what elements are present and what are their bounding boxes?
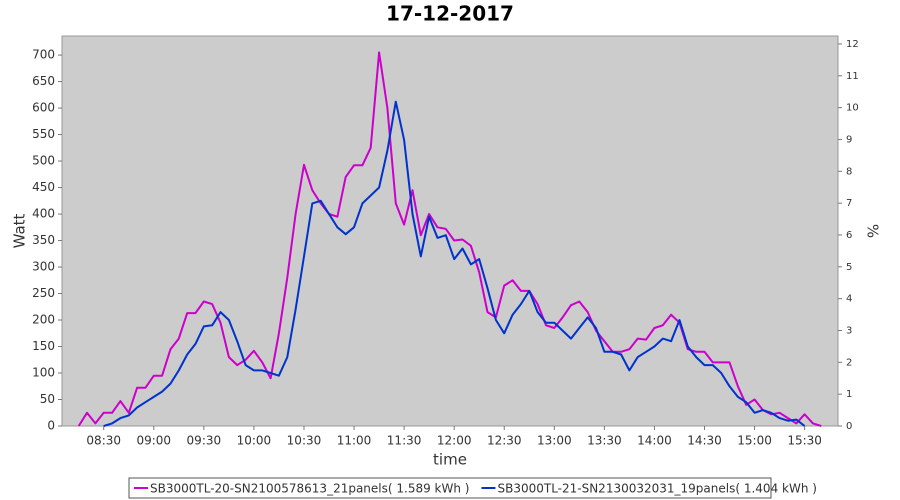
chart-title: 17-12-2017: [386, 2, 514, 26]
legend: [128, 477, 772, 499]
x-tick-label: 11:00: [337, 434, 372, 448]
y-tick-label: 150: [32, 339, 55, 353]
y-tick-label: 350: [32, 233, 55, 247]
y2-tick-label: 8: [846, 166, 852, 177]
x-tick-label: 13:00: [537, 434, 572, 448]
y-tick-label: 0: [47, 419, 55, 433]
y-tick-label: 50: [40, 392, 55, 406]
y2-tick-label: 11: [846, 71, 859, 82]
legend-label: SB3000TL-20-SN2100578613_21panels( 1.589…: [150, 482, 469, 496]
legend-label: SB3000TL-21-SN2130032031_19panels( 1.404…: [497, 482, 816, 496]
y2-tick-label: 0: [846, 421, 852, 432]
y-tick-label: 700: [32, 48, 55, 62]
y-tick-label: 550: [32, 127, 55, 141]
x-tick-label: 12:00: [437, 434, 472, 448]
y-tick-label: 500: [32, 154, 55, 168]
x-tick-label: 15:30: [787, 434, 822, 448]
x-tick-label: 15:00: [737, 434, 772, 448]
y-tick-label: 450: [32, 180, 55, 194]
x-tick-label: 14:30: [687, 434, 722, 448]
y2-tick-label: 2: [846, 357, 852, 368]
y2-axis-label: %: [864, 224, 882, 238]
x-tick-label: 13:30: [587, 434, 622, 448]
y2-tick-label: 5: [846, 262, 852, 273]
x-tick-label: 10:30: [287, 434, 322, 448]
y-tick-label: 600: [32, 101, 55, 115]
y2-tick-label: 4: [846, 294, 852, 305]
series-line: [77, 51, 822, 427]
x-tick-label: 10:00: [237, 434, 272, 448]
x-tick-label: 12:30: [487, 434, 522, 448]
y-tick-label: 200: [32, 313, 55, 327]
y-tick-label: 250: [32, 286, 55, 300]
x-tick-label: 09:00: [136, 434, 171, 448]
y-tick-label: 650: [32, 74, 55, 88]
y2-tick-label: 10: [846, 103, 859, 114]
y-axis-label: Watt: [11, 213, 29, 248]
x-tick-label: 09:30: [187, 434, 222, 448]
x-tick-label: 14:00: [637, 434, 672, 448]
y-tick-label: 300: [32, 260, 55, 274]
x-axis-label: time: [433, 451, 467, 469]
y2-tick-label: 12: [846, 39, 859, 50]
y-tick-label: 100: [32, 366, 55, 380]
y2-tick-label: 3: [846, 325, 852, 336]
series-line: [103, 100, 806, 427]
y-tick-label: 400: [32, 207, 55, 221]
y2-tick-label: 9: [846, 134, 852, 145]
y2-tick-label: 1: [846, 389, 852, 400]
y2-tick-label: 7: [846, 198, 852, 209]
x-tick-label: 11:30: [387, 434, 422, 448]
plot-area: [61, 35, 839, 427]
x-tick-label: 08:30: [86, 434, 121, 448]
y2-tick-label: 6: [846, 230, 852, 241]
